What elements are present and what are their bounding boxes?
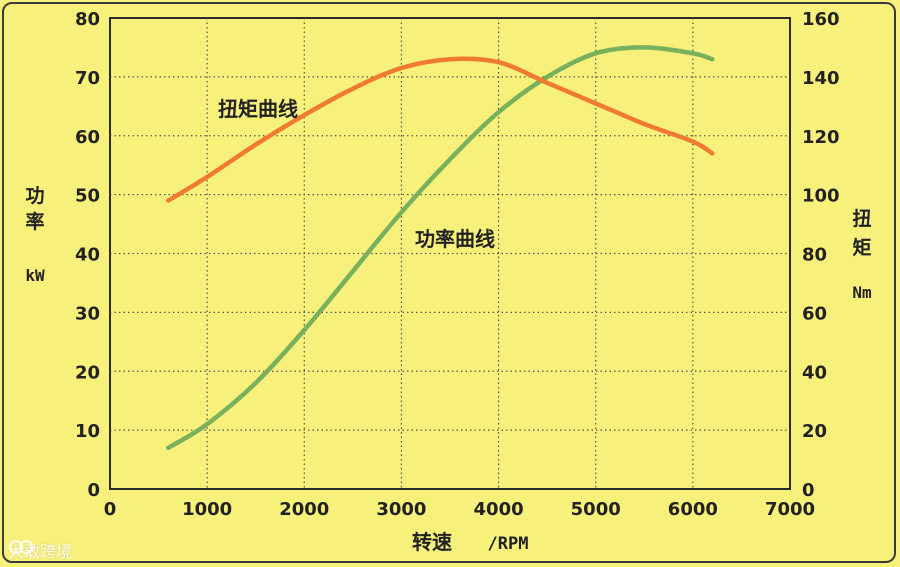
y-left-label-bottom: 率 [25, 210, 44, 233]
y-left-tick-label: 10 [75, 421, 100, 442]
series-line-torque [166, 56, 715, 203]
x-tick-label: 2000 [279, 499, 329, 520]
y-right-tick-label: 20 [802, 421, 827, 442]
y-left-unit: kW [25, 266, 45, 285]
y-right-label-bottom: 矩 [852, 237, 871, 259]
watermark-logo-icon [9, 540, 33, 554]
y-left-tick-label: 40 [75, 245, 100, 266]
x-tick-label: 5000 [571, 499, 621, 520]
x-axis-label-unit: /RPM [488, 534, 529, 554]
x-tick-label: 6000 [668, 499, 718, 520]
series-line-power [166, 45, 715, 451]
x-tick-label: 3000 [376, 499, 426, 520]
y-left-tick-label: 60 [75, 127, 100, 148]
watermark-text: 大敢跨境 [8, 542, 73, 561]
watermark: 大敢跨境 [8, 536, 72, 564]
y-left-tick-label: 70 [75, 68, 100, 89]
y-left-tick-label: 30 [75, 303, 100, 324]
x-tick-label: 1000 [182, 499, 232, 520]
y-right-tick-label: 100 [802, 186, 840, 207]
annotation-power-curve: 功率曲线 [415, 227, 495, 251]
y-right-tick-label: 0 [802, 480, 815, 501]
x-tick-label: 7000 [765, 499, 815, 520]
y-right-tick-label: 160 [802, 9, 840, 30]
y-left-tick-label: 0 [87, 480, 100, 501]
y-right-label-top: 扭 [852, 207, 871, 230]
x-axis-label-main: 转速 [412, 530, 452, 554]
y-right-tick-label: 40 [802, 362, 827, 383]
y-right-tick-label: 80 [802, 245, 827, 266]
x-tick-label: 0 [104, 499, 117, 520]
y-left-tick-label: 80 [75, 9, 100, 30]
y-left-tick-label: 20 [75, 362, 100, 383]
annotation-torque-curve: 扭矩曲线 [218, 97, 298, 121]
x-tick-label: 4000 [474, 499, 524, 520]
y-right-tick-label: 60 [802, 303, 827, 324]
y-left-tick-label: 50 [75, 186, 100, 207]
y-left-label-top: 功 [25, 185, 44, 207]
y-right-tick-label: 140 [802, 68, 840, 89]
y-right-unit: Nm [852, 283, 872, 302]
y-right-tick-label: 120 [802, 127, 840, 148]
